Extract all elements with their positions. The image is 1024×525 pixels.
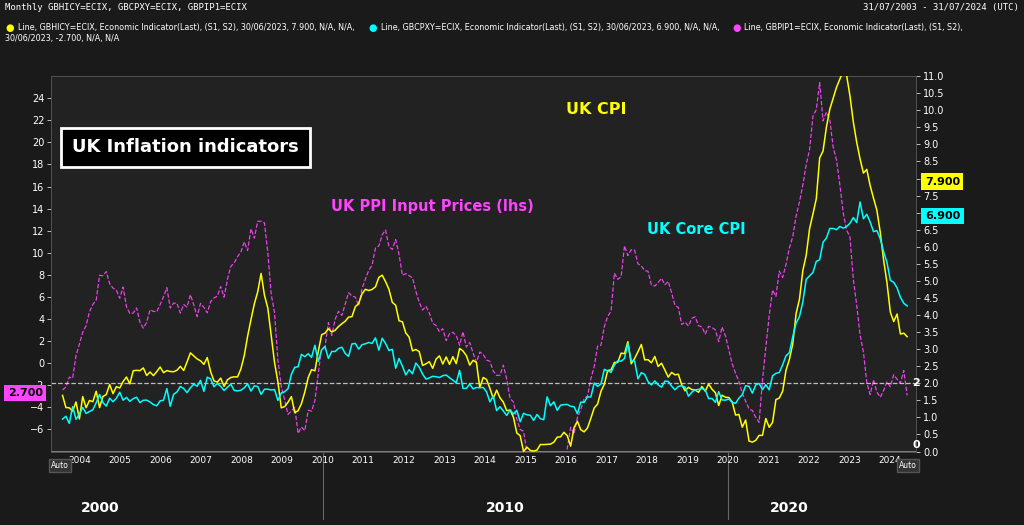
Text: UK PPI Input Prices (lhs): UK PPI Input Prices (lhs) xyxy=(331,200,534,214)
Text: 0: 0 xyxy=(912,440,920,450)
Text: Line, GBCPXY=ECIX, Economic Indicator(Last), (S1, S2), 30/06/2023, 6.900, N/A, N: Line, GBCPXY=ECIX, Economic Indicator(La… xyxy=(381,23,720,32)
Text: 7.900: 7.900 xyxy=(925,177,959,187)
Text: ●: ● xyxy=(369,23,377,33)
Text: 2.700: 2.700 xyxy=(8,388,43,398)
Text: 2020: 2020 xyxy=(769,501,808,515)
Text: Monthly GBHICY=ECIX, GBCPXY=ECIX, GBPIP1=ECIX: Monthly GBHICY=ECIX, GBCPXY=ECIX, GBPIP1… xyxy=(5,3,247,12)
Text: 2000: 2000 xyxy=(81,501,119,515)
Text: 6.900: 6.900 xyxy=(925,211,961,221)
Text: Line, GBHICY=ECIX, Economic Indicator(Last), (S1, S2), 30/06/2023, 7.900, N/A, N: Line, GBHICY=ECIX, Economic Indicator(La… xyxy=(18,23,355,32)
Text: UK Core CPI: UK Core CPI xyxy=(646,222,745,237)
Text: Auto: Auto xyxy=(899,461,916,470)
Text: 31/07/2003 - 31/07/2024 (UTC): 31/07/2003 - 31/07/2024 (UTC) xyxy=(863,3,1019,12)
Text: UK Inflation indicators: UK Inflation indicators xyxy=(72,139,299,156)
Text: 30/06/2023, -2.700, N/A, N/A: 30/06/2023, -2.700, N/A, N/A xyxy=(5,34,120,43)
Text: UK CPI: UK CPI xyxy=(566,102,627,117)
Text: 2010: 2010 xyxy=(485,501,524,515)
Text: ●: ● xyxy=(732,23,740,33)
Text: 2: 2 xyxy=(912,378,921,388)
Text: Line, GBPIP1=ECIX, Economic Indicator(Last), (S1, S2),: Line, GBPIP1=ECIX, Economic Indicator(La… xyxy=(744,23,964,32)
Text: Auto: Auto xyxy=(51,461,69,470)
Text: ●: ● xyxy=(5,23,13,33)
